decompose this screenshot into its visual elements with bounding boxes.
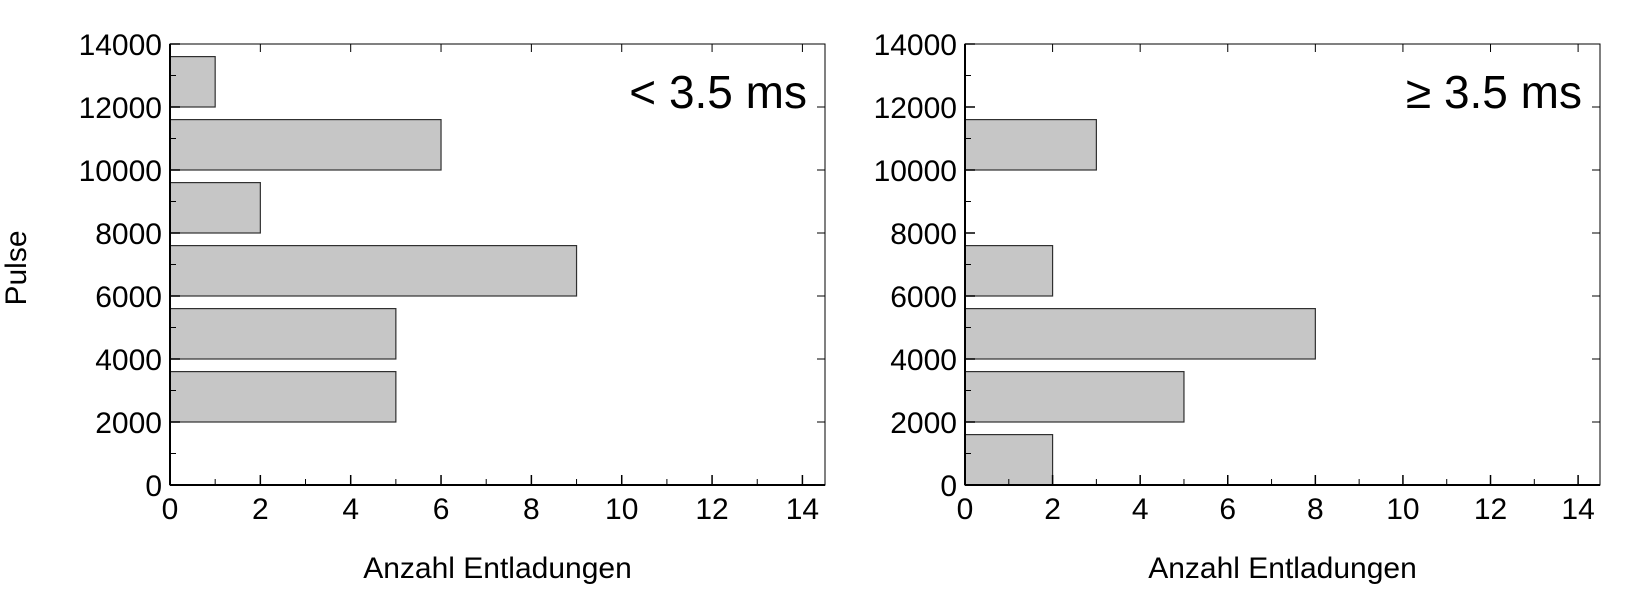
x-tick-label: 4	[1132, 493, 1149, 526]
x-tick-label: 0	[957, 493, 974, 526]
x-tick-label: 6	[1219, 493, 1236, 526]
y-tick-label: 4000	[95, 344, 162, 377]
x-tick-label: 10	[1386, 493, 1419, 526]
histogram-bar-0	[169, 371, 397, 423]
histogram-bar-5	[169, 55, 216, 108]
right-histogram-panel: 0 2 4 6 8 10 12 14 0 2000 4000 6000 8000 10000 12000 14…	[874, 29, 1601, 585]
y-tick-label: 8000	[890, 218, 957, 251]
histogram-bar-4	[169, 118, 442, 171]
x-tick-label: 12	[695, 493, 728, 526]
x-tick-label: 2	[252, 493, 269, 526]
x-tick-label: 12	[1474, 493, 1507, 526]
x-tick-label: 14	[1561, 493, 1594, 526]
y-tick-label: 14000	[874, 29, 957, 62]
y-tick-label: 10000	[79, 155, 162, 188]
y-tick-label: 2000	[890, 407, 957, 440]
left-histogram-panel: 0 2 4 6 8 10 12 14 0 2000 4000 6000 8000 10000 12000 14…	[79, 29, 826, 585]
y-tick-label: 12000	[79, 92, 162, 125]
x-tick-label: 0	[162, 493, 179, 526]
x-axis-title: Anzahl Entladungen	[1148, 552, 1417, 585]
x-tick-label: 6	[433, 493, 450, 526]
x-tick-label: 2	[1044, 493, 1061, 526]
y-tick-label: 10000	[874, 155, 957, 188]
x-axis-title: Anzahl Entladungen	[363, 552, 632, 585]
x-tick-label: 4	[342, 493, 359, 526]
histogram-bar-1	[169, 308, 397, 360]
y-tick-label: 0	[145, 470, 162, 503]
y-tick-label: 12000	[874, 92, 957, 125]
duration-annotation: < 3.5 ms	[629, 66, 807, 118]
x-tick-label: 8	[1307, 493, 1324, 526]
histogram-bar-0	[964, 434, 1054, 486]
y-axis-title: Pulse	[0, 230, 33, 305]
y-tick-label: 6000	[95, 281, 162, 314]
histogram-bar-2	[169, 245, 578, 297]
histogram-bar-3	[169, 182, 261, 234]
y-tick-label: 8000	[95, 218, 162, 251]
y-tick-label: 6000	[890, 281, 957, 314]
x-tick-label: 10	[605, 493, 638, 526]
histogram-bar-4	[964, 118, 1097, 171]
histogram-bar-1	[964, 371, 1185, 423]
y-tick-label: 14000	[79, 29, 162, 62]
x-tick-label: 14	[786, 493, 819, 526]
histogram-bar-3	[964, 245, 1054, 297]
duration-annotation: ≥ 3.5 ms	[1406, 66, 1582, 118]
y-tick-label: 0	[940, 470, 957, 503]
y-tick-label: 4000	[890, 344, 957, 377]
histogram-bar-2	[964, 308, 1316, 360]
y-tick-label: 2000	[95, 407, 162, 440]
x-tick-label: 8	[523, 493, 540, 526]
